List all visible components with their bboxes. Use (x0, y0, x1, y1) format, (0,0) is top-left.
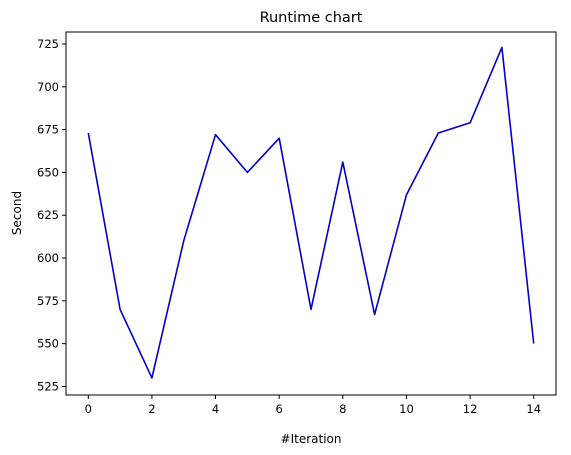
series-layer (87, 46, 535, 379)
x-tick-label: 8 (339, 402, 346, 416)
y-tick-label: 700 (37, 80, 59, 94)
plot-frame (65, 31, 557, 396)
y-tick-label: 625 (37, 208, 59, 222)
y-axis-label: Second (10, 191, 24, 235)
series-line (87, 46, 535, 379)
x-tick-label: 2 (148, 402, 155, 416)
y-axis-ticks: 525 550 575 600 625 650 675 700 725 (37, 37, 66, 393)
y-tick-label: 525 (37, 379, 59, 393)
x-tick-label: 10 (399, 402, 414, 416)
x-tick-label: 6 (276, 402, 283, 416)
y-tick-label: 600 (37, 251, 59, 265)
y-tick-label: 725 (37, 37, 59, 51)
x-tick-label: 4 (212, 402, 219, 416)
x-tick-label: 0 (85, 402, 92, 416)
y-tick-label: 550 (37, 337, 59, 351)
x-axis-ticks: 0 2 4 6 8 10 12 14 (85, 395, 541, 416)
y-tick-label: 675 (37, 123, 59, 137)
chart-title: Runtime chart (260, 10, 363, 26)
x-tick-label: 14 (526, 402, 541, 416)
x-axis-label: #Iteration (281, 432, 342, 446)
x-tick-label: 12 (463, 402, 478, 416)
y-tick-label: 650 (37, 165, 59, 179)
y-tick-label: 575 (37, 294, 59, 308)
